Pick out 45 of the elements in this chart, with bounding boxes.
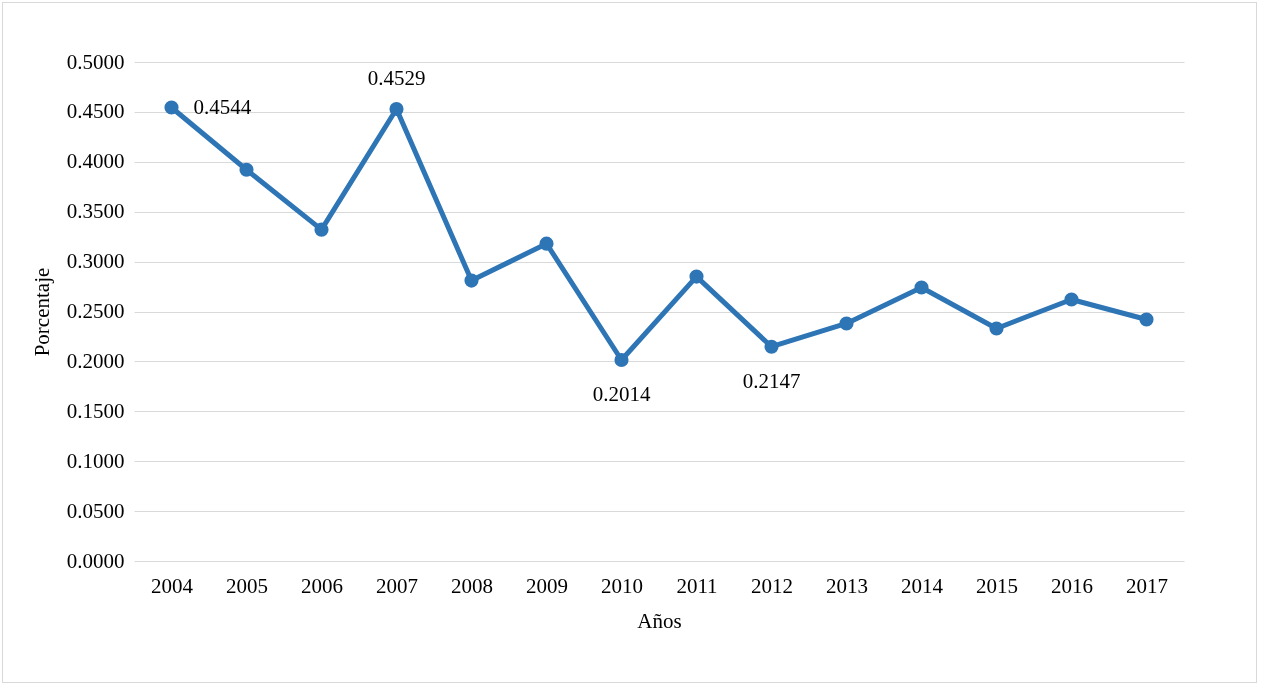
x-tick-label: 2004 [151,573,194,598]
point [539,236,554,251]
x-tick-label: 2008 [451,573,493,598]
y-tick-label: 0.2500 [66,299,125,323]
y-axis-title: Porcentaje [29,267,54,357]
y-tick-label: 0.0500 [66,498,125,523]
x-tick-label: 2011 [676,573,718,598]
x-tick-label: 2016 [1051,573,1093,598]
x-tick-label: 2007 [376,573,418,598]
y-tick-label: 0.1000 [66,448,125,473]
point [839,316,854,331]
point [464,273,479,288]
point [314,222,329,237]
x-tick-label: 2009 [526,573,568,598]
x-tick-label: 2006 [301,573,343,598]
y-tick-label: 0.0000 [66,548,125,573]
y-tick-label: 0.4000 [66,149,125,174]
point [689,269,704,284]
x-tick-label: 2012 [751,573,793,598]
point [239,162,254,177]
point [164,100,179,115]
x-tick-label: 2010 [601,573,643,598]
point [614,352,629,368]
x-tick-label: 2014 [901,573,944,598]
x-tick-label: 2015 [976,573,1018,598]
x-tick-label: 2013 [826,573,868,598]
point [764,339,779,354]
data-label: 0.4529 [367,66,426,91]
y-tick-label: 0.2000 [66,348,125,373]
point [989,321,1004,336]
point [1139,312,1154,327]
x-axis-title: Años [637,608,682,633]
point [914,280,929,295]
data-label: 0.4544 [193,94,252,119]
x-tick-label: 2005 [226,573,268,598]
point [1064,292,1079,307]
y-tick-label: 0.1500 [66,398,125,423]
point [389,101,404,117]
y-tick-label: 0.3000 [66,249,125,274]
y-tick-label: 0.4500 [66,99,125,124]
y-tick-label: 0.5000 [66,49,125,74]
data-label: 0.2147 [742,368,801,393]
x-tick-label: 2017 [1126,573,1168,598]
data-label: 0.2014 [592,382,651,406]
y-tick-label: 0.3500 [66,199,125,224]
